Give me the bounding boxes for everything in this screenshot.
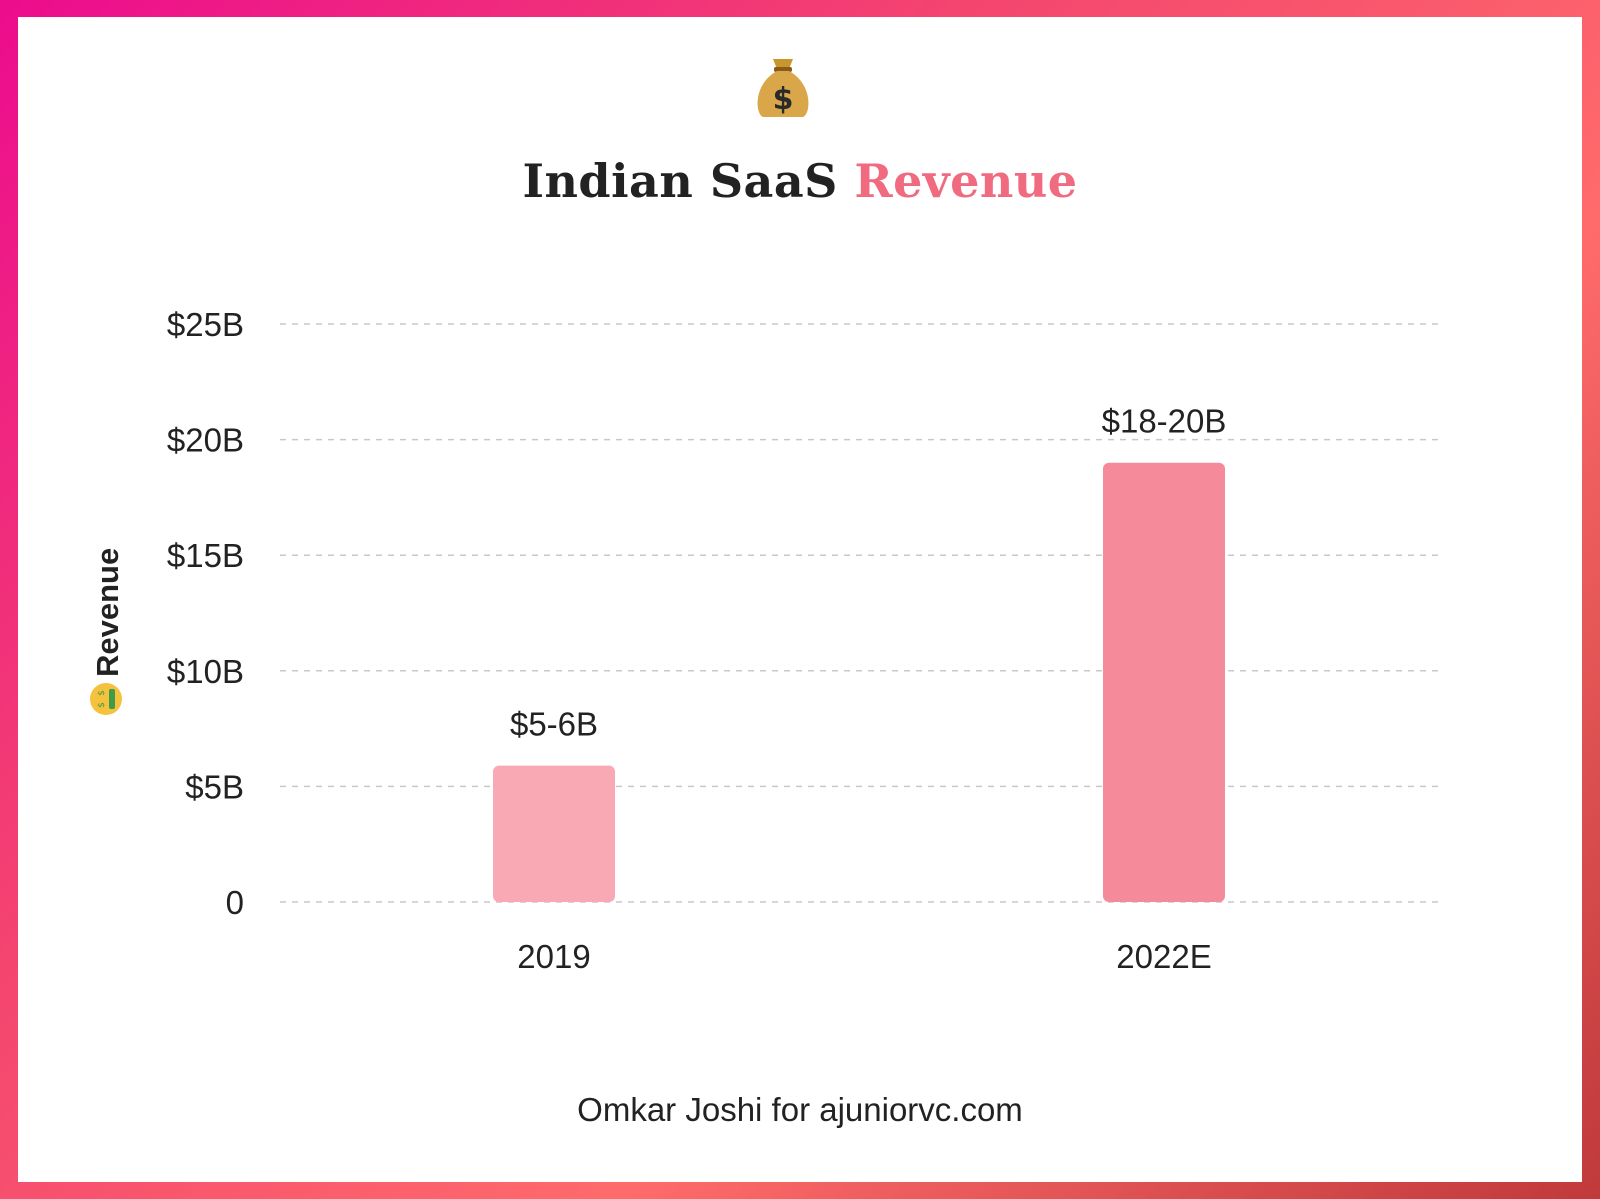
data-label: $18-20B bbox=[1102, 403, 1227, 440]
data-label: $5-6B bbox=[510, 706, 598, 743]
title-accent: Revenue bbox=[854, 154, 1078, 208]
y-axis-label-group: $ $ Revenue bbox=[90, 548, 125, 715]
y-tick-label: $25B bbox=[167, 306, 244, 343]
bar-chart: $ $ $ Revenue 0 $5B $10B $15B $20B $25B $5-6B… bbox=[90, 59, 1438, 975]
x-tick-label: 2022E bbox=[1116, 938, 1211, 975]
y-axis-label: Revenue bbox=[90, 548, 125, 677]
chart-card: $ $ $ Revenue 0 $5B $10B $15B $20B $25B $5-6B… bbox=[18, 17, 1582, 1182]
bar-2019 bbox=[493, 765, 615, 902]
footer-credit: Omkar Joshi for ajuniorvc.com bbox=[577, 1091, 1023, 1128]
svg-text:$: $ bbox=[773, 82, 794, 117]
money-bag-icon: $ bbox=[757, 59, 809, 117]
y-tick-label: $20B bbox=[167, 422, 244, 459]
svg-text:$: $ bbox=[97, 702, 107, 708]
bar-2022e bbox=[1103, 462, 1225, 902]
y-tick-label: $15B bbox=[167, 537, 244, 574]
y-tick-label: $10B bbox=[167, 653, 244, 690]
title-main: Indian SaaS bbox=[522, 154, 838, 208]
y-tick-label: $5B bbox=[185, 768, 244, 805]
money-mouth-face-icon: $ $ bbox=[90, 683, 122, 715]
chart-title: Indian SaaS Revenue bbox=[18, 154, 1582, 208]
y-tick-label: 0 bbox=[226, 884, 244, 921]
x-tick-label: 2019 bbox=[517, 938, 590, 975]
svg-text:$: $ bbox=[97, 690, 107, 696]
